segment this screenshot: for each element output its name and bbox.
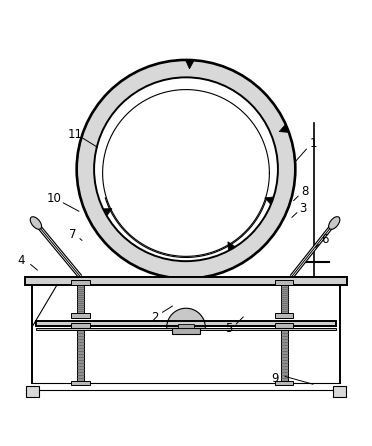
Bar [333, 386, 346, 397]
Bar [71, 380, 90, 385]
Text: 11: 11 [67, 128, 82, 140]
Ellipse shape [328, 217, 340, 229]
Bar [36, 321, 336, 326]
Polygon shape [185, 60, 194, 69]
Bar [36, 327, 336, 330]
Bar [275, 313, 294, 318]
Text: 2: 2 [151, 311, 158, 324]
Polygon shape [103, 209, 112, 216]
Polygon shape [279, 124, 289, 132]
Bar [280, 285, 288, 313]
Polygon shape [228, 242, 235, 251]
Text: 4: 4 [17, 254, 25, 267]
Text: 8: 8 [301, 185, 308, 198]
Ellipse shape [30, 217, 42, 229]
Text: 9: 9 [271, 372, 279, 385]
Polygon shape [77, 60, 295, 279]
Text: 5: 5 [225, 322, 232, 335]
Bar [77, 285, 84, 313]
Text: 10: 10 [47, 192, 62, 206]
Bar [77, 327, 84, 380]
Circle shape [94, 77, 278, 261]
Bar [71, 313, 90, 318]
Bar [275, 323, 294, 327]
Bar [178, 324, 194, 327]
Polygon shape [265, 197, 274, 205]
Text: 6: 6 [321, 233, 329, 246]
Bar [25, 277, 347, 285]
Bar [71, 323, 90, 327]
Bar [275, 280, 294, 285]
Bar [280, 327, 288, 380]
Bar [26, 386, 39, 397]
Text: 7: 7 [69, 227, 77, 241]
Bar [71, 280, 90, 285]
Bar [172, 327, 200, 334]
Text: 1: 1 [310, 137, 318, 150]
Bar [275, 380, 294, 385]
Text: 3: 3 [299, 202, 307, 215]
